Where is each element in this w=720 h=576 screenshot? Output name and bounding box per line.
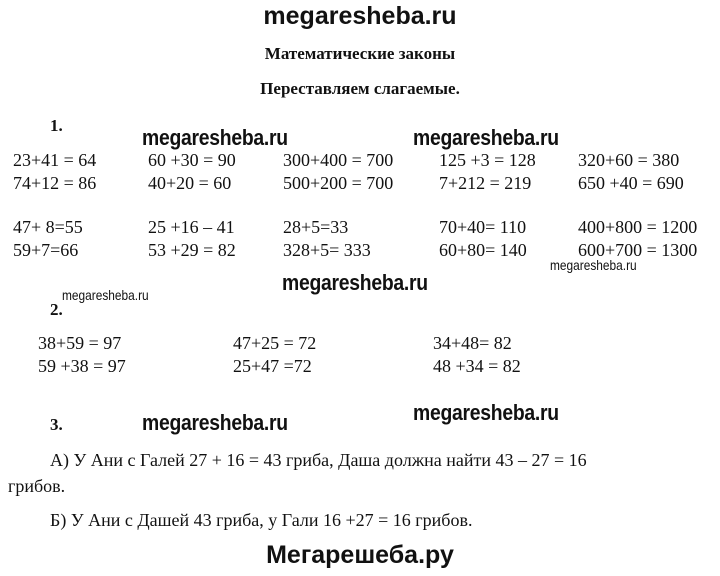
equation: 500+200 = 700 <box>283 173 394 193</box>
equation: 47+25 = 72 <box>233 333 317 353</box>
equation: 60+80= 140 <box>439 240 527 260</box>
page-title: Математические законы <box>264 44 456 63</box>
watermark: megaresheba.ru <box>142 410 288 435</box>
watermark: megaresheba.ru <box>413 400 559 425</box>
equation: 7+212 = 219 <box>439 173 532 193</box>
watermark: megaresheba.ru <box>550 257 637 273</box>
task2-number: 2. <box>50 300 63 319</box>
watermark: megaresheba.ru <box>413 125 559 150</box>
task3-answer-a: А) У Ани с Галей 27 + 16 = 43 гриба, Даш… <box>50 450 587 470</box>
equation: 38+59 = 97 <box>38 333 122 353</box>
footer-site: Мегарешеба.ру <box>266 541 454 569</box>
equation: 40+20 = 60 <box>148 173 232 193</box>
equation: 70+40= 110 <box>439 217 527 237</box>
watermark: megaresheba.ru <box>282 270 428 295</box>
equation: 25+47 =72 <box>233 356 312 376</box>
watermark: megaresheba.ru <box>142 125 288 150</box>
equation: 47+ 8=55 <box>13 217 83 237</box>
equation: 328+5= 333 <box>283 240 371 260</box>
equation: 650 +40 = 690 <box>578 173 684 193</box>
equation: 400+800 = 1200 <box>578 217 698 237</box>
equation: 48 +34 = 82 <box>433 356 521 376</box>
equation: 300+400 = 700 <box>283 150 394 170</box>
equation: 60 +30 = 90 <box>148 150 236 170</box>
equation: 34+48= 82 <box>433 333 512 353</box>
equation: 59 +38 = 97 <box>38 356 126 376</box>
equation: 74+12 = 86 <box>13 173 97 193</box>
equation: 25 +16 – 41 <box>148 217 235 237</box>
equation: 125 +3 = 128 <box>439 150 536 170</box>
page-subtitle: Переставляем слагаемые. <box>260 79 460 98</box>
equation: 23+41 = 64 <box>13 150 97 170</box>
equation: 28+5=33 <box>283 217 349 237</box>
task3-number: 3. <box>50 415 63 434</box>
equation: 600+700 = 1300 <box>578 240 698 260</box>
task3-answer-a-cont: грибов. <box>8 476 66 496</box>
site-header: megaresheba.ru <box>263 2 457 30</box>
watermark: megaresheba.ru <box>62 287 149 303</box>
task3-answer-b: Б) У Ани с Дашей 43 гриба, у Гали 16 +27… <box>50 510 473 530</box>
equation: 53 +29 = 82 <box>148 240 236 260</box>
task1-number: 1. <box>50 116 63 135</box>
equation: 320+60 = 380 <box>578 150 680 170</box>
equation: 59+7=66 <box>13 240 79 260</box>
